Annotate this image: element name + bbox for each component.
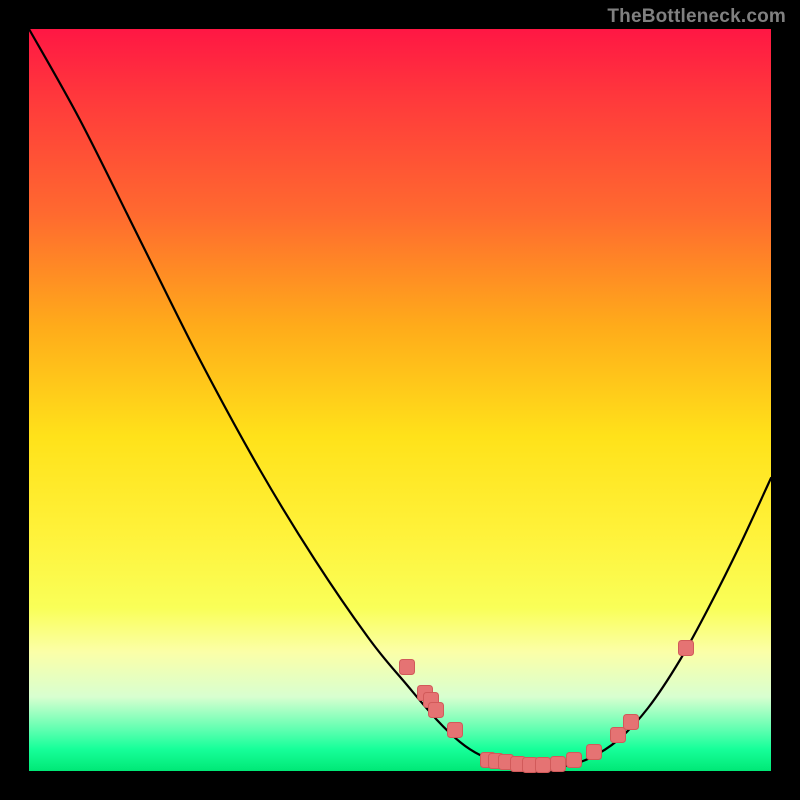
scatter-point — [611, 728, 626, 743]
scatter-point — [679, 641, 694, 656]
gradient-background — [29, 29, 771, 771]
bottleneck-chart — [0, 0, 800, 800]
scatter-point — [567, 753, 582, 768]
scatter-point — [536, 758, 551, 773]
scatter-point — [448, 723, 463, 738]
watermark-text: TheBottleneck.com — [607, 6, 786, 28]
scatter-point — [400, 660, 415, 675]
scatter-point — [587, 745, 602, 760]
chart-container: TheBottleneck.com — [0, 0, 800, 800]
scatter-point — [624, 715, 639, 730]
scatter-point — [429, 703, 444, 718]
scatter-point — [551, 757, 566, 772]
